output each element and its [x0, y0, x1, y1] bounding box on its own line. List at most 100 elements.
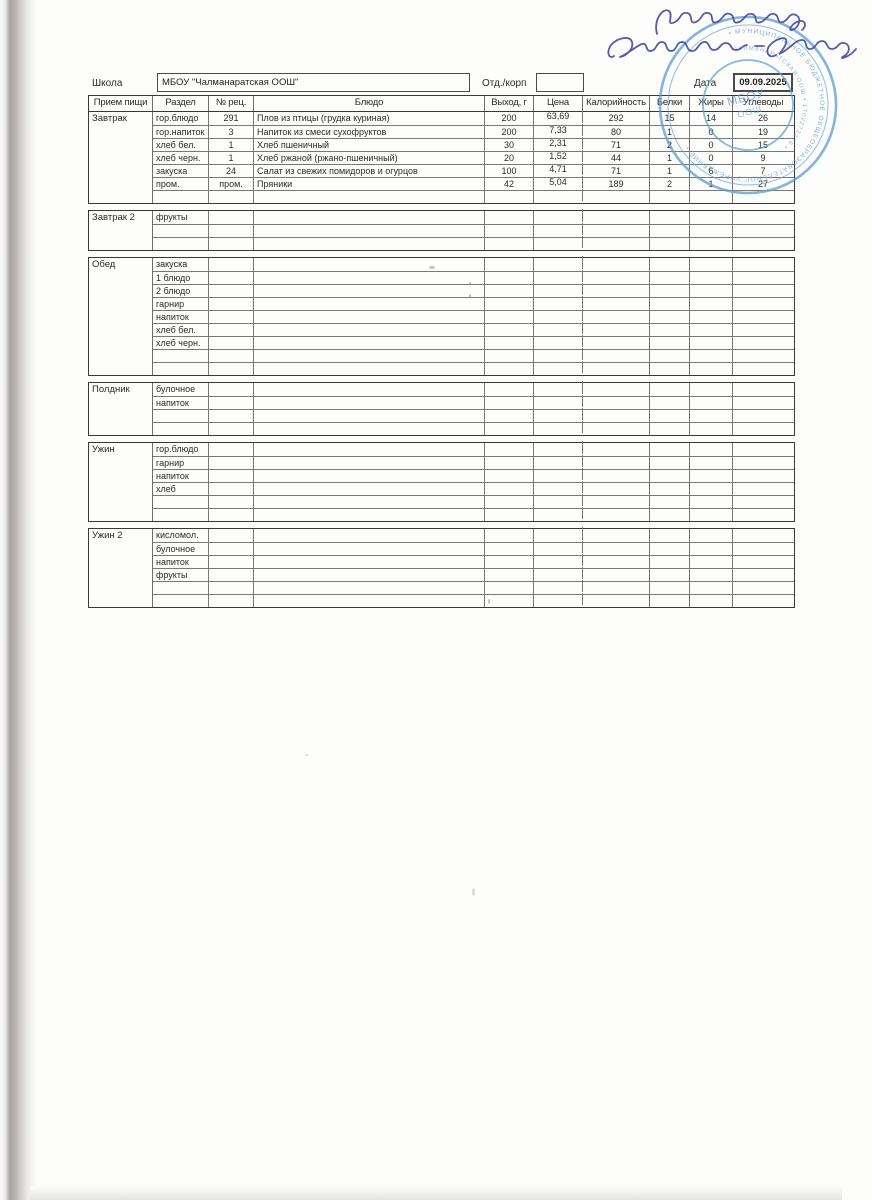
- cell-carb: [733, 423, 793, 435]
- cell-dish: [254, 410, 485, 422]
- cell-out: [485, 483, 534, 495]
- cell-fat: [690, 543, 733, 555]
- cell-prot: [650, 298, 690, 310]
- cell-razdel: хлеб бел.: [153, 139, 209, 151]
- cell-razdel: фрукты: [153, 569, 209, 581]
- cell-razdel: [153, 509, 209, 521]
- cell-price: [534, 567, 583, 579]
- cell-carb: 7: [760, 166, 766, 176]
- cell-kcal: [583, 483, 650, 495]
- cell-carb: [733, 337, 793, 349]
- cell-dish: [254, 470, 485, 482]
- signature-word-utverzhdayu: [655, 9, 806, 35]
- cell-dish: [254, 350, 485, 362]
- cell-rec: [209, 191, 254, 203]
- cell-fat: [690, 397, 733, 409]
- cell-rec: 24: [209, 165, 254, 177]
- cell-kcal: [583, 238, 650, 250]
- scan-bottom-edge-shadow: [30, 1186, 842, 1200]
- table-row: [153, 507, 794, 521]
- cell-fat: [690, 483, 733, 495]
- cell-carb: [733, 298, 793, 310]
- cell-rec: [209, 337, 254, 349]
- cell-dish: Напиток из смеси сухофруктов: [254, 126, 485, 138]
- cell-dish: [254, 311, 485, 323]
- cell-prot: [650, 423, 690, 435]
- cell-rec: [209, 258, 254, 271]
- cell-out: [485, 324, 534, 336]
- cell-rec: 3: [209, 126, 254, 138]
- column-header: № рец.: [209, 96, 254, 111]
- cell-out: [485, 363, 534, 375]
- cell-razdel: хлеб бел.: [153, 324, 209, 336]
- cell-kcal: [583, 225, 650, 237]
- cell-dish: [254, 337, 485, 349]
- cell-dish: [254, 582, 485, 594]
- cell-price: [534, 481, 583, 493]
- cell-rec: [209, 556, 254, 568]
- cell-price: [534, 296, 583, 308]
- cell-dish: Плов из птицы (грудка куриная): [254, 112, 485, 125]
- cell-fat: [690, 258, 733, 271]
- cell-razdel: [153, 191, 209, 203]
- table-row: хлеб черн.: [153, 335, 794, 349]
- column-header: Калорийность: [583, 96, 650, 111]
- cell-kcal: 71: [583, 139, 650, 151]
- cell-price: 2,31: [534, 137, 583, 149]
- cell-prot: [650, 496, 690, 508]
- cell-kcal: [583, 383, 650, 396]
- table-row: напиток: [153, 309, 794, 323]
- cell-kcal: 189: [583, 178, 650, 190]
- cell-out: [485, 410, 534, 422]
- cell-carb: [733, 397, 793, 409]
- cell-prot: [650, 529, 690, 542]
- cell-price: [534, 223, 583, 235]
- table-row: закуска: [153, 256, 794, 271]
- cell-carb: [733, 582, 793, 594]
- cell-price: [534, 270, 583, 282]
- cell-dish: [254, 496, 485, 508]
- cell-out: [485, 569, 534, 581]
- date-field: 09.09.2025: [733, 73, 793, 92]
- date-label: Дата: [694, 78, 717, 89]
- cell-rec: пром.: [209, 178, 254, 190]
- cell-dish: Салат из свежих помидоров и огурцов: [254, 165, 485, 177]
- cell-carb: [733, 470, 793, 482]
- cell-razdel: гор.напиток: [153, 126, 209, 138]
- signature-surname: [766, 37, 857, 59]
- cell-price: [534, 309, 583, 321]
- cell-fat: [690, 595, 733, 607]
- approval-signature: [607, 9, 857, 59]
- cell-dish: [254, 443, 485, 456]
- cell-carb: [733, 258, 793, 271]
- meal-name: Завтрак: [89, 112, 153, 203]
- cell-kcal: [583, 363, 650, 375]
- cell-rec: [209, 350, 254, 362]
- cell-kcal: [583, 582, 650, 594]
- cell-rec: [209, 238, 254, 250]
- cell-carb: [733, 509, 793, 521]
- cell-fat: [690, 225, 733, 237]
- cell-out: [485, 311, 534, 323]
- cell-dish: [254, 529, 485, 542]
- cell-rec: 1: [209, 152, 254, 164]
- cell-out: 200: [485, 112, 534, 125]
- cell-kcal: [583, 443, 650, 456]
- table-row: [153, 580, 794, 594]
- cell-razdel: закуска: [153, 258, 209, 271]
- cell-fat: [690, 410, 733, 422]
- meal-section: Ужин 2 кисломол. булочное напиток фрукты: [88, 527, 795, 608]
- cell-fat: [690, 211, 733, 224]
- table-row: хлеб: [153, 481, 794, 495]
- cell-prot: [650, 595, 690, 607]
- cell-kcal: [583, 272, 650, 284]
- dept-field: [536, 73, 584, 92]
- cell-price: [534, 256, 583, 269]
- date-value: 09.09.2025: [739, 77, 787, 88]
- table-row: гарнир: [153, 296, 794, 310]
- cell-carb: 27: [757, 179, 768, 189]
- cell-kcal: [583, 543, 650, 555]
- cell-dish: [254, 298, 485, 310]
- cell-price: [534, 348, 583, 360]
- school-label: Школа: [92, 78, 123, 89]
